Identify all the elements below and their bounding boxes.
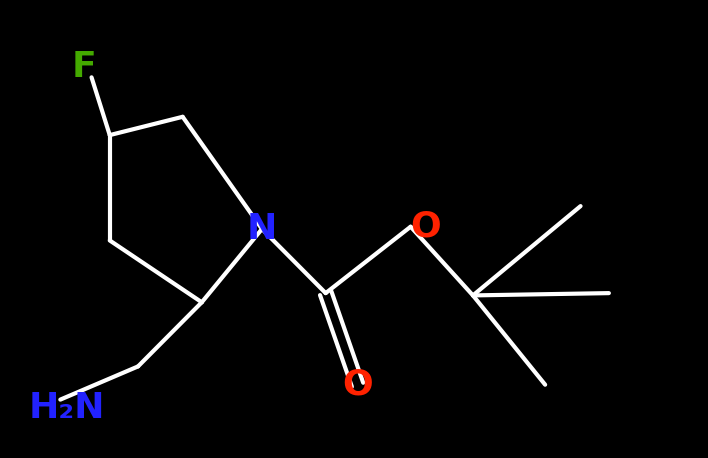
Text: O: O: [411, 210, 441, 244]
Text: O: O: [342, 368, 373, 402]
Text: H₂N: H₂N: [28, 391, 105, 425]
Text: F: F: [72, 50, 96, 84]
Text: N: N: [247, 212, 277, 246]
